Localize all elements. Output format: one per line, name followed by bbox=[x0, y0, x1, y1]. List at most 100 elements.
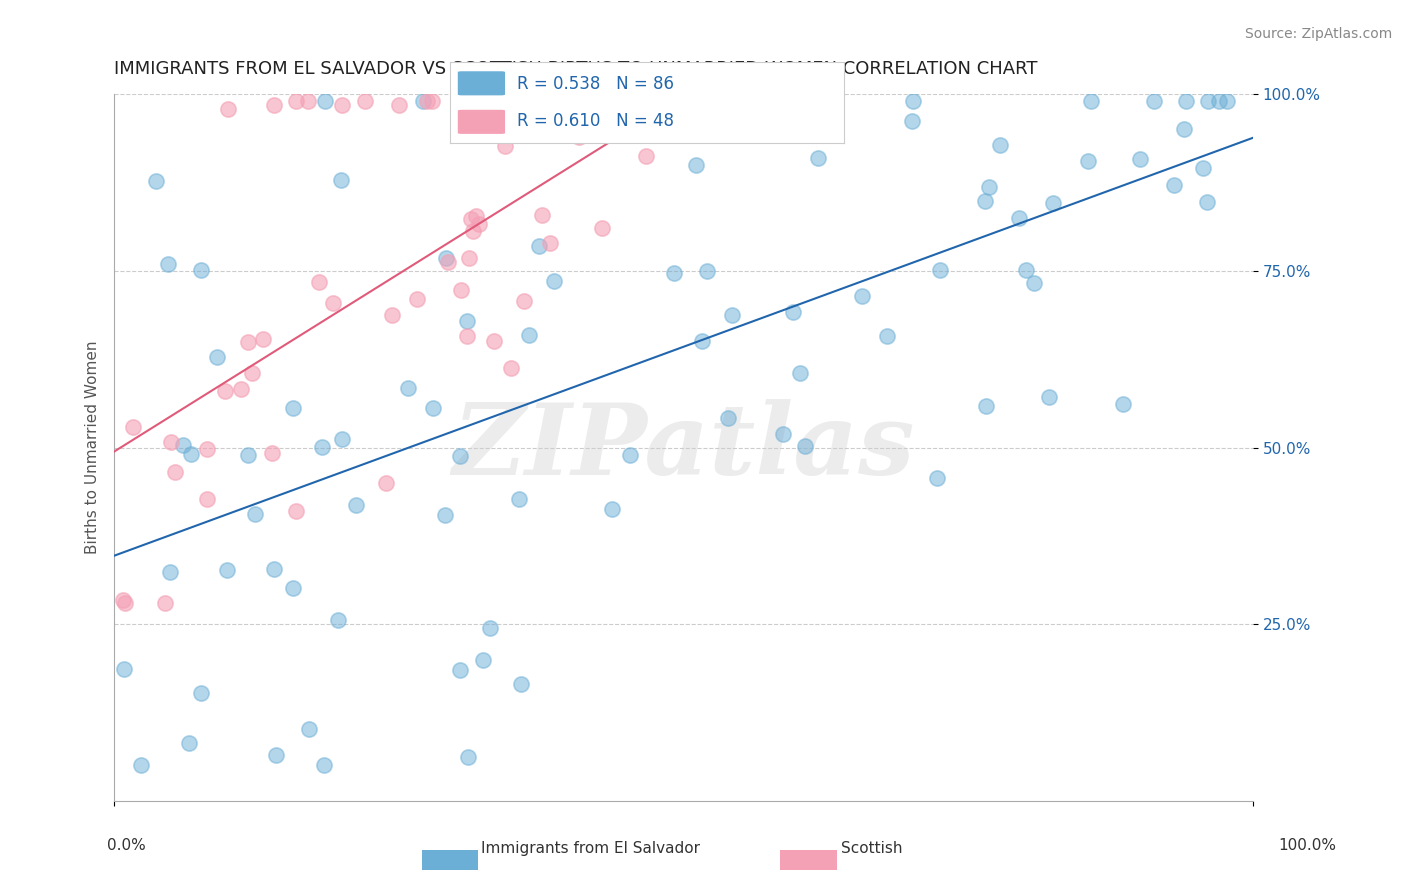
Point bbox=[782, 305, 804, 319]
Point bbox=[330, 98, 353, 112]
Point bbox=[1163, 178, 1185, 192]
Point bbox=[284, 503, 307, 517]
Point bbox=[433, 508, 456, 522]
Point bbox=[190, 263, 212, 277]
Point bbox=[1024, 276, 1046, 290]
Point bbox=[114, 596, 136, 610]
Point bbox=[876, 328, 898, 343]
Text: 100.0%: 100.0% bbox=[1278, 838, 1337, 854]
Point bbox=[434, 251, 457, 265]
Point bbox=[112, 662, 135, 676]
Point bbox=[807, 151, 830, 165]
Point bbox=[1173, 121, 1195, 136]
Point bbox=[449, 663, 471, 677]
Point bbox=[973, 194, 995, 209]
Point bbox=[190, 686, 212, 700]
Point bbox=[412, 95, 434, 109]
Point bbox=[180, 447, 202, 461]
Point bbox=[929, 262, 952, 277]
Text: ZIPatlas: ZIPatlas bbox=[453, 400, 915, 496]
Point bbox=[508, 491, 530, 506]
Point bbox=[478, 621, 501, 635]
Point bbox=[1038, 390, 1060, 404]
Point bbox=[494, 138, 516, 153]
Text: R = 0.538   N = 86: R = 0.538 N = 86 bbox=[517, 75, 673, 93]
Point bbox=[779, 120, 801, 135]
Point bbox=[214, 384, 236, 398]
Point bbox=[482, 334, 505, 348]
Point bbox=[794, 439, 817, 453]
Point bbox=[422, 401, 444, 415]
Point bbox=[1175, 95, 1198, 109]
Point bbox=[263, 98, 285, 112]
Point bbox=[163, 465, 186, 479]
Point bbox=[314, 95, 336, 109]
Point bbox=[1042, 196, 1064, 211]
Point bbox=[1216, 95, 1239, 109]
Point bbox=[716, 410, 738, 425]
Point bbox=[472, 652, 495, 666]
Point bbox=[205, 350, 228, 364]
Point bbox=[538, 236, 561, 251]
Point bbox=[696, 263, 718, 277]
Point bbox=[901, 113, 924, 128]
Point bbox=[195, 492, 218, 507]
Point bbox=[662, 266, 685, 280]
Point bbox=[322, 296, 344, 310]
Point bbox=[458, 252, 481, 266]
Point bbox=[264, 748, 287, 763]
Point bbox=[285, 95, 308, 109]
Point bbox=[779, 95, 801, 110]
Point bbox=[1143, 95, 1166, 109]
Point bbox=[281, 581, 304, 595]
Point bbox=[260, 446, 283, 460]
Point bbox=[122, 419, 145, 434]
Point bbox=[543, 274, 565, 288]
Point bbox=[236, 448, 259, 462]
Point bbox=[1077, 154, 1099, 169]
Point bbox=[159, 566, 181, 580]
Point bbox=[252, 333, 274, 347]
Point bbox=[1197, 194, 1219, 209]
Text: 0.0%: 0.0% bbox=[107, 838, 146, 854]
Point bbox=[298, 722, 321, 736]
Point bbox=[977, 179, 1000, 194]
Point bbox=[330, 173, 353, 187]
Point bbox=[903, 95, 925, 109]
Point bbox=[789, 367, 811, 381]
Point bbox=[974, 399, 997, 413]
Point bbox=[457, 750, 479, 764]
Point bbox=[195, 442, 218, 457]
Point bbox=[509, 677, 531, 691]
Point bbox=[1197, 95, 1219, 109]
Point bbox=[468, 217, 491, 231]
Point bbox=[464, 209, 486, 223]
Point bbox=[772, 427, 794, 442]
Point bbox=[311, 440, 333, 454]
Text: IMMIGRANTS FROM EL SALVADOR VS SCOTTISH BIRTHS TO UNMARRIED WOMEN CORRELATION CH: IMMIGRANTS FROM EL SALVADOR VS SCOTTISH … bbox=[114, 60, 1038, 78]
Point bbox=[925, 470, 948, 484]
Point bbox=[155, 596, 177, 610]
Point bbox=[172, 438, 194, 452]
Point bbox=[308, 275, 330, 289]
Point bbox=[449, 450, 471, 464]
Point bbox=[636, 149, 658, 163]
Point bbox=[326, 613, 349, 627]
Point bbox=[721, 309, 744, 323]
Point bbox=[263, 561, 285, 575]
Point bbox=[375, 476, 398, 491]
Point bbox=[129, 758, 152, 772]
Point bbox=[1192, 161, 1215, 175]
Point bbox=[243, 508, 266, 522]
Point bbox=[405, 292, 427, 306]
Point bbox=[591, 220, 613, 235]
Point bbox=[589, 118, 612, 132]
Text: Scottish: Scottish bbox=[841, 841, 903, 856]
Point bbox=[619, 448, 641, 462]
Point bbox=[519, 328, 541, 343]
Point bbox=[450, 283, 472, 297]
Point bbox=[461, 224, 484, 238]
Point bbox=[157, 257, 180, 271]
FancyBboxPatch shape bbox=[458, 71, 505, 95]
Point bbox=[1080, 95, 1102, 109]
